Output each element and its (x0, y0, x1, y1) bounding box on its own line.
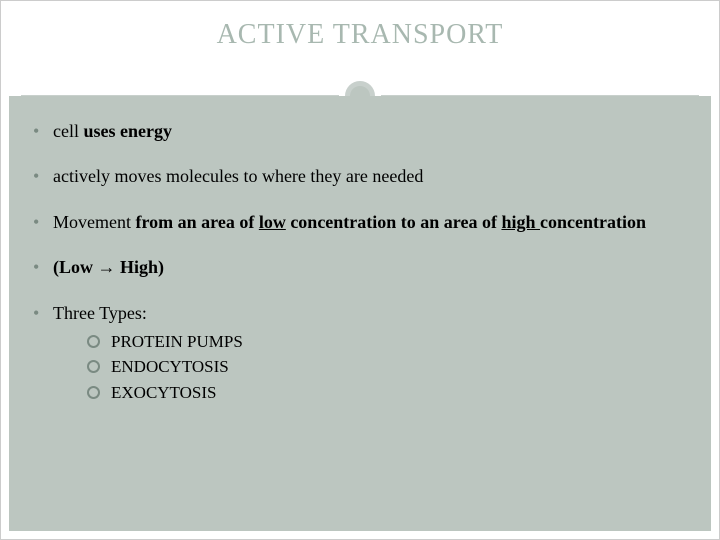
sub-item-2: ENDOCYTOSIS (53, 354, 693, 380)
text: Three Types: (53, 303, 147, 323)
slide-title: ACTIVE TRANSPORT (1, 19, 719, 51)
sub-item-3: EXOCYTOSIS (53, 380, 693, 406)
text-bold: (Low → High) (53, 257, 164, 277)
text: Movement (53, 212, 136, 232)
t: low (259, 212, 286, 232)
text-bold: uses energy (83, 121, 172, 141)
t: (Low (53, 257, 98, 277)
text: cell (53, 121, 83, 141)
bullet-5: Three Types: PROTEIN PUMPS ENDOCYTOSIS E… (27, 302, 693, 406)
t: concentration to an area of (286, 212, 502, 232)
bullet-2: actively moves molecules to where they a… (27, 165, 693, 188)
header: ACTIVE TRANSPORT (1, 1, 719, 81)
content-body: cell uses energy actively moves molecule… (9, 96, 711, 531)
bullet-1: cell uses energy (27, 120, 693, 143)
t: high (501, 212, 540, 232)
sub-item-1: PROTEIN PUMPS (53, 329, 693, 355)
main-list: cell uses energy actively moves molecule… (27, 120, 693, 405)
sub-list: PROTEIN PUMPS ENDOCYTOSIS EXOCYTOSIS (53, 329, 693, 406)
bullet-3: Movement from an area of low concentrati… (27, 211, 693, 234)
arrow-icon: → (98, 257, 116, 277)
t: from an area of (136, 212, 259, 232)
slide: ACTIVE TRANSPORT cell uses energy active… (0, 0, 720, 540)
t: High) (116, 257, 165, 277)
text-bold: from an area of low concentration to an … (136, 212, 646, 232)
bullet-4: (Low → High) (27, 256, 693, 279)
t: concentration (540, 212, 646, 232)
text: actively moves molecules to where they a… (53, 166, 423, 186)
